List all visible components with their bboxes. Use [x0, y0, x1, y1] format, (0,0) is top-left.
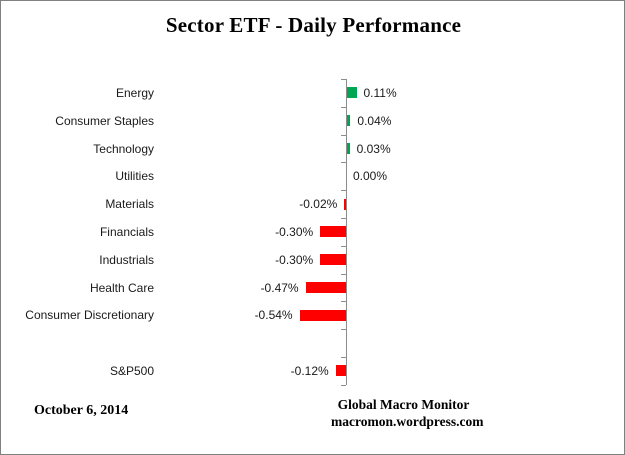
footer-credit-line2: macromon.wordpress.com: [331, 414, 484, 429]
value-label-consumer-discretionary: -0.54%: [254, 308, 293, 323]
category-label-utilities: Utilities: [115, 169, 154, 184]
axis-tick: [341, 79, 346, 80]
value-label-financials: -0.30%: [275, 224, 314, 239]
category-label-industrials: Industrials: [99, 252, 154, 267]
value-label-industrials: -0.30%: [275, 252, 314, 267]
category-label-s-p500: S&P500: [109, 363, 154, 378]
axis-tick: [341, 162, 346, 164]
category-label-technology: Technology: [93, 141, 154, 156]
value-label-energy: 0.11%: [363, 85, 397, 100]
value-label-health-care: -0.47%: [260, 280, 299, 295]
footer-credit-line1: Global Macro Monitor: [337, 397, 470, 412]
value-label-s-p500: -0.12%: [290, 363, 329, 378]
axis-tick: [341, 106, 346, 108]
axis-tick: [341, 329, 346, 331]
category-label-energy: Energy: [115, 85, 154, 100]
bar-energy: [347, 87, 357, 99]
value-label-technology: 0.03%: [356, 141, 391, 156]
value-label-utilities: 0.00%: [353, 169, 388, 184]
axis-tick: [341, 301, 346, 303]
bar-consumer-staples: [347, 115, 351, 127]
category-label-materials: Materials: [105, 197, 154, 212]
category-label-consumer-discretionary: Consumer Discretionary: [25, 308, 154, 323]
axis-tick: [341, 273, 346, 275]
axis-tick: [341, 357, 346, 358]
axis-tick: [341, 190, 346, 192]
chart-title: Sector ETF - Daily Performance: [165, 13, 462, 37]
value-label-consumer-staples: 0.04%: [357, 113, 392, 128]
bar-technology: [347, 143, 350, 154]
bar-materials: [344, 198, 346, 210]
footer-date: October 6, 2014: [34, 403, 129, 418]
axis-tick: [341, 134, 346, 136]
bar-health-care: [305, 282, 346, 293]
category-label-consumer-staples: Consumer Staples: [55, 113, 154, 128]
bar-financials: [320, 226, 346, 238]
axis-tick: [341, 384, 346, 386]
bar-s-p500: [335, 365, 346, 377]
axis-tick: [341, 245, 346, 247]
category-label-health-care: Health Care: [89, 280, 154, 295]
value-label-materials: -0.02%: [299, 197, 338, 212]
footer-credit: Global Macro Monitor macromon.wordpress.…: [331, 396, 484, 430]
bar-consumer-discretionary: [299, 309, 346, 321]
axis-tick: [341, 218, 346, 219]
category-label-financials: Financials: [99, 224, 154, 239]
bar-industrials: [320, 254, 346, 266]
zero-axis-line: [346, 79, 347, 385]
